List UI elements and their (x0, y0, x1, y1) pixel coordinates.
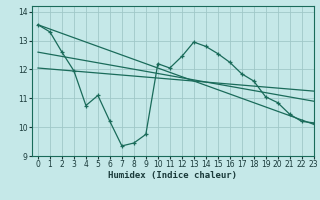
X-axis label: Humidex (Indice chaleur): Humidex (Indice chaleur) (108, 171, 237, 180)
